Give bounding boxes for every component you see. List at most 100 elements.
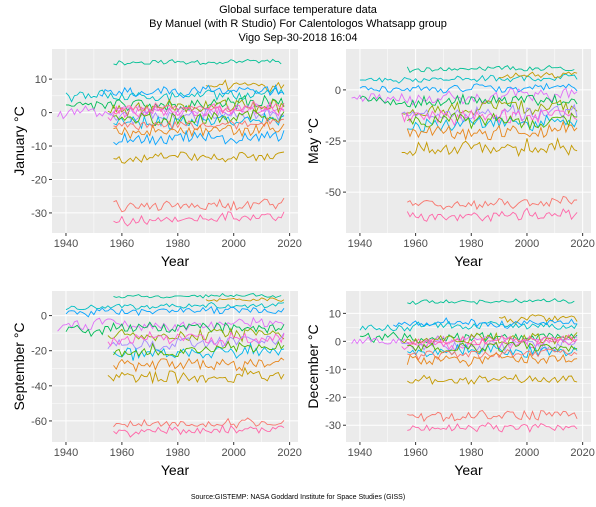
september-series-line: [107, 330, 285, 347]
december-series-line: [407, 348, 578, 361]
september-series-line: [113, 424, 285, 438]
january-series-line: [113, 151, 285, 164]
december-series-line: [393, 317, 578, 329]
december-series-line: [359, 331, 578, 345]
may-y-tick-label: 0: [335, 85, 341, 97]
september-series-line: [65, 321, 285, 338]
may-x-tick-label: 1960: [403, 238, 427, 250]
september-series-line: [107, 327, 285, 343]
september-series-line: [107, 366, 285, 385]
january-series-line: [113, 58, 282, 66]
may-x-tick-label: 1980: [459, 238, 483, 250]
september-x-tick-label: 1960: [110, 447, 134, 459]
september-y-tick-label: -60: [31, 416, 47, 428]
may-series-line: [499, 71, 578, 79]
january-series-line: [205, 79, 285, 92]
may-y-tick-label: -25: [325, 136, 341, 148]
december-y-tick-label: -20: [325, 392, 341, 404]
september-series-line: [113, 292, 282, 299]
december-series-group: [351, 298, 578, 433]
january-series-line: [99, 84, 285, 99]
september-series-line: [113, 340, 285, 358]
december-y-axis-title: December °C: [305, 324, 321, 408]
january-plot-background: [52, 49, 298, 233]
january-x-tick-label: 1960: [110, 238, 134, 250]
january-x-tick-label: 1940: [54, 238, 78, 250]
january-series-line: [113, 109, 285, 127]
september-y-tick-label: -20: [31, 346, 47, 358]
december-x-tick-label: 1940: [348, 447, 372, 459]
december-y-tick-label: -30: [325, 420, 341, 432]
january-x-tick-label: 2000: [221, 238, 245, 250]
december-y-tick-label: -10: [325, 364, 341, 376]
september-series-line: [113, 357, 285, 373]
chart-subtitle: By Manuel (with R Studio) For Calentolog…: [149, 18, 447, 30]
september-y-tick-label: -40: [31, 381, 47, 393]
january-series-line: [65, 94, 285, 113]
january-series-line: [113, 100, 285, 115]
january-series-group: [57, 58, 285, 227]
december-y-tick-label: 10: [329, 308, 341, 320]
may-series-group: [351, 65, 578, 223]
december-series-line: [359, 320, 578, 332]
september-x-tick-label: 1940: [54, 447, 78, 459]
may-series-line: [407, 195, 578, 211]
may-x-tick-label: 2000: [515, 238, 539, 250]
september-x-axis-title: Year: [161, 462, 190, 478]
december-x-tick-label: 1960: [403, 447, 427, 459]
september-x-tick-label: 2020: [277, 447, 301, 459]
source-footer: Source:GISTEMP: NASA Goddard Institute f…: [190, 494, 406, 501]
may-y-tick-label: -50: [325, 187, 341, 199]
january-series-line: [113, 197, 285, 213]
december-series-line: [407, 409, 578, 423]
september-series-line: [65, 305, 285, 318]
january-series-line: [113, 121, 285, 140]
september-x-tick-label: 2000: [221, 447, 245, 459]
december-series-line: [407, 421, 578, 433]
january-y-tick-label: -30: [31, 208, 47, 220]
may-series-line: [359, 73, 578, 84]
september-series-line: [113, 417, 285, 429]
january-y-tick-label: 10: [35, 74, 47, 86]
september-plot-background: [52, 291, 298, 442]
january-y-tick-label: -20: [31, 174, 47, 186]
may-series-line: [401, 103, 578, 124]
september-y-axis-title: September °C: [11, 322, 27, 410]
december-x-axis-title: Year: [454, 462, 483, 478]
december-series-line: [406, 352, 578, 368]
january-series-line: [113, 211, 285, 227]
january-y-tick-label: -10: [31, 141, 47, 153]
may-series-line: [401, 137, 578, 158]
january-y-axis-title: January °C: [11, 106, 27, 175]
may-series-line: [401, 99, 578, 117]
may-series-line: [407, 114, 578, 132]
december-series-line: [401, 338, 578, 353]
may-series-line: [351, 87, 578, 106]
may-series-line: [359, 82, 578, 94]
may-series-line: [406, 120, 578, 142]
january-x-tick-label: 2020: [277, 238, 301, 250]
may-series-line: [406, 207, 578, 223]
december-series-line: [407, 373, 578, 386]
may-series-line: [407, 112, 578, 131]
may-series-line: [401, 108, 578, 127]
september-series-line: [65, 301, 285, 311]
chart-date-line: Vigo Sep-30-2018 16:04: [238, 32, 358, 44]
may-y-axis-title: May °C: [305, 118, 321, 164]
december-series-line: [407, 343, 578, 358]
may-x-tick-label: 2020: [570, 238, 594, 250]
chart-title: Global surface temperature data: [219, 4, 377, 16]
january-x-tick-label: 1980: [166, 238, 190, 250]
september-x-tick-label: 1980: [166, 447, 190, 459]
december-series-line: [407, 341, 578, 354]
january-series-line: [113, 129, 285, 146]
december-series-line: [407, 334, 578, 346]
january-series-line: [113, 112, 285, 130]
december-x-tick-label: 1980: [459, 447, 483, 459]
chart-header: Global surface temperature data By Manue…: [0, 3, 596, 45]
september-series-group: [57, 292, 285, 438]
december-x-tick-label: 2000: [515, 447, 539, 459]
